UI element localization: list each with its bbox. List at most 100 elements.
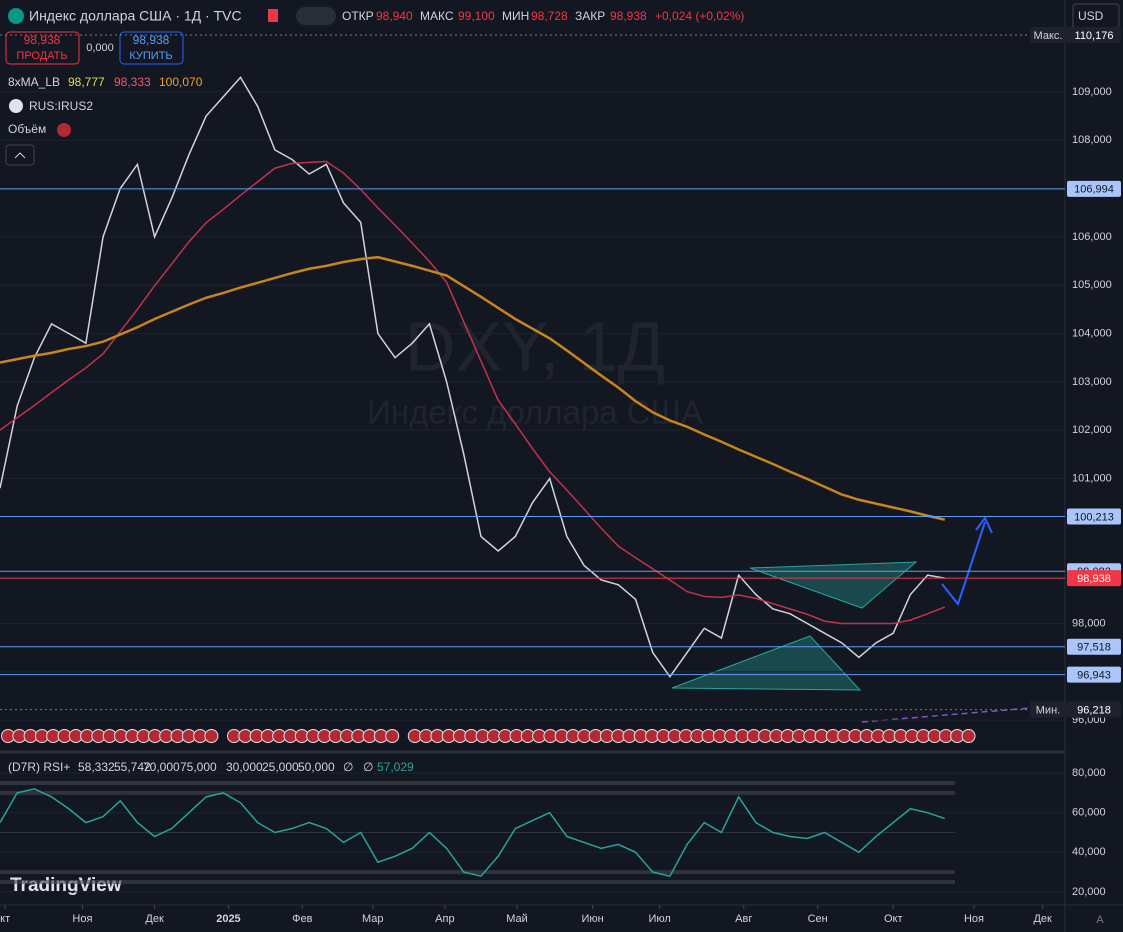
flag-icon [268,9,278,22]
change: +0,024 (+0,02%) [655,9,744,23]
series-line [0,788,946,877]
indicator-value: 58,332 [78,760,115,774]
x-tick-label: Апр [435,913,454,925]
indicator-value: 98,333 [114,75,151,89]
indicator-level: 30,000 [226,760,263,774]
event-icon [961,729,976,743]
indicator-level: 50,000 [298,760,335,774]
y-tick-label: 106,000 [1072,231,1112,243]
y-tick-label: 40,000 [1072,846,1106,858]
chevron [14,152,26,159]
price-label-box [1067,701,1121,718]
price-label-box [1067,570,1121,587]
y-tick-label: 103,000 [1072,376,1112,388]
price-label: 97,518 [1077,642,1111,654]
x-tick-label: Сен [808,913,828,925]
y-tick-label: 109,000 [1072,86,1112,98]
level-tag: Мин. [1036,705,1060,717]
x-tick-label: Авг [735,913,752,925]
level-tag: Макс. [1034,30,1063,42]
ohlc-value: 98,728 [531,9,568,23]
y-tick-label: 108,000 [1072,134,1112,146]
watermark-symbol: DXY, 1Д [405,307,665,385]
series-line [0,255,946,521]
indicator-level: 75,000 [180,760,217,774]
pattern-triangle [749,561,918,609]
buy-label: КУПИТЬ [129,50,172,62]
toggle[interactable] [296,7,336,25]
ohlc-label: МИН [502,9,529,23]
x-tick-label: Ноя [964,913,984,925]
price-label-box [1067,666,1121,683]
symbol-icon [8,8,24,24]
ohlc-label: ОТКР [342,9,374,23]
y-tick-label: 102,000 [1072,424,1112,436]
ohlc-value: 98,940 [376,9,413,23]
symbol-title: Индекс доллара США · 1Д · TVC [29,8,242,24]
event-icon [385,729,400,743]
watermark-name: Индекс доллара США [367,394,703,431]
price-label: 100,213 [1074,511,1114,523]
y-tick-label: 105,000 [1072,279,1112,291]
sell-button[interactable] [5,31,80,65]
indicator-value: 98,777 [68,75,105,89]
x-tick-label: Дек [145,913,164,925]
logo: TradingView [10,875,122,896]
spread: 0,000 [86,42,114,54]
currency: USD [1078,9,1104,23]
buy-button[interactable] [119,31,184,65]
price-label: 98,938 [1077,573,1111,585]
y-tick-label: 98,000 [1072,617,1106,629]
indicator-name: (D7R) RSI+ [8,760,70,774]
volume-label: Объём [8,122,46,136]
indicator-level: 70,000 [143,760,180,774]
price-label: 96,218 [1077,705,1111,717]
buy-price: 98,938 [133,33,170,47]
x-tick-label: Мар [362,913,384,925]
x-tick-label: Фев [292,913,312,925]
price-label: 106,994 [1074,184,1114,196]
indicator-name: 8xMA_LB [8,75,60,89]
flag-icon [9,99,23,113]
price-label: 96,943 [1077,669,1111,681]
ohlc-value: 98,938 [610,9,647,23]
trend-line [861,707,1031,723]
indicator-level: 25,000 [262,760,299,774]
x-tick-label: Июл [648,913,670,925]
price-label: 110,176 [1075,30,1114,42]
price-label-box [1067,27,1121,44]
sell-label: ПРОДАТЬ [16,50,67,62]
pattern-triangle [671,635,862,691]
arrow-head [975,516,993,534]
x-tick-label: Ноя [72,913,92,925]
sell-price: 98,938 [24,33,61,47]
price-label-box [1067,508,1121,525]
indicator-value: 100,070 [159,75,203,89]
x-tick-label: кт [0,913,10,925]
event-icon [204,729,219,743]
level-tag-box [1030,27,1067,44]
price-label-box [1067,180,1121,197]
indicator-value: 57,029 [377,760,414,774]
ohlc-label: ЗАКР [575,9,605,23]
level-tag-box [1030,701,1067,718]
x-tick-label: Окт [884,913,903,925]
warning-icon [57,123,71,137]
series-line [0,160,946,625]
ohlc-label: МАКС [420,9,454,23]
x-tick-label: Май [506,913,528,925]
collapse-button[interactable] [5,144,35,166]
forecast-arrow [941,521,986,607]
auto-scale[interactable]: A [1096,914,1104,926]
y-tick-label: 80,000 [1072,767,1106,779]
y-tick-label: 104,000 [1072,327,1112,339]
compare-symbol: RUS:IRUS2 [29,99,93,113]
y-tick-label: 101,000 [1072,472,1112,484]
price-label-box [1067,638,1121,655]
y-tick-label: 20,000 [1072,886,1106,898]
y-tick-label: 60,000 [1072,807,1106,819]
indicator-value: ∅ [343,760,353,774]
x-tick-label: Дек [1033,913,1052,925]
